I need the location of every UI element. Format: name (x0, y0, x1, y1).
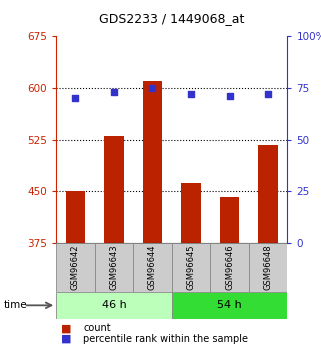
Text: GDS2233 / 1449068_at: GDS2233 / 1449068_at (99, 12, 244, 26)
Point (188, 91, 194, 97)
Bar (181, 183, 201, 243)
Point (111, 89, 117, 95)
Bar (172, 292, 287, 319)
Bar (104, 136, 124, 243)
Text: GSM96645: GSM96645 (187, 245, 195, 290)
Bar (172, 243, 210, 292)
Text: time: time (3, 300, 27, 310)
Bar (210, 243, 249, 292)
Text: GSM96648: GSM96648 (264, 245, 273, 290)
Point (73, 96, 78, 101)
Text: GSM96644: GSM96644 (148, 245, 157, 290)
Text: GSM96646: GSM96646 (225, 245, 234, 290)
Text: ■: ■ (61, 324, 72, 333)
Text: count: count (83, 324, 111, 333)
Bar (66, 191, 85, 243)
Text: 46 h: 46 h (101, 300, 126, 310)
Text: 54 h: 54 h (217, 300, 242, 310)
Text: GSM96643: GSM96643 (109, 245, 118, 290)
Bar (258, 145, 278, 243)
Text: percentile rank within the sample: percentile rank within the sample (83, 334, 248, 344)
Point (150, 85, 155, 91)
Bar (95, 243, 133, 292)
Bar (249, 243, 287, 292)
Bar (56, 243, 95, 292)
Bar (56, 292, 172, 319)
Point (265, 91, 271, 97)
Text: ■: ■ (61, 334, 72, 344)
Text: GSM96642: GSM96642 (71, 245, 80, 290)
Bar (143, 81, 162, 243)
Point (227, 93, 232, 99)
Bar (133, 243, 172, 292)
Bar (220, 197, 239, 243)
